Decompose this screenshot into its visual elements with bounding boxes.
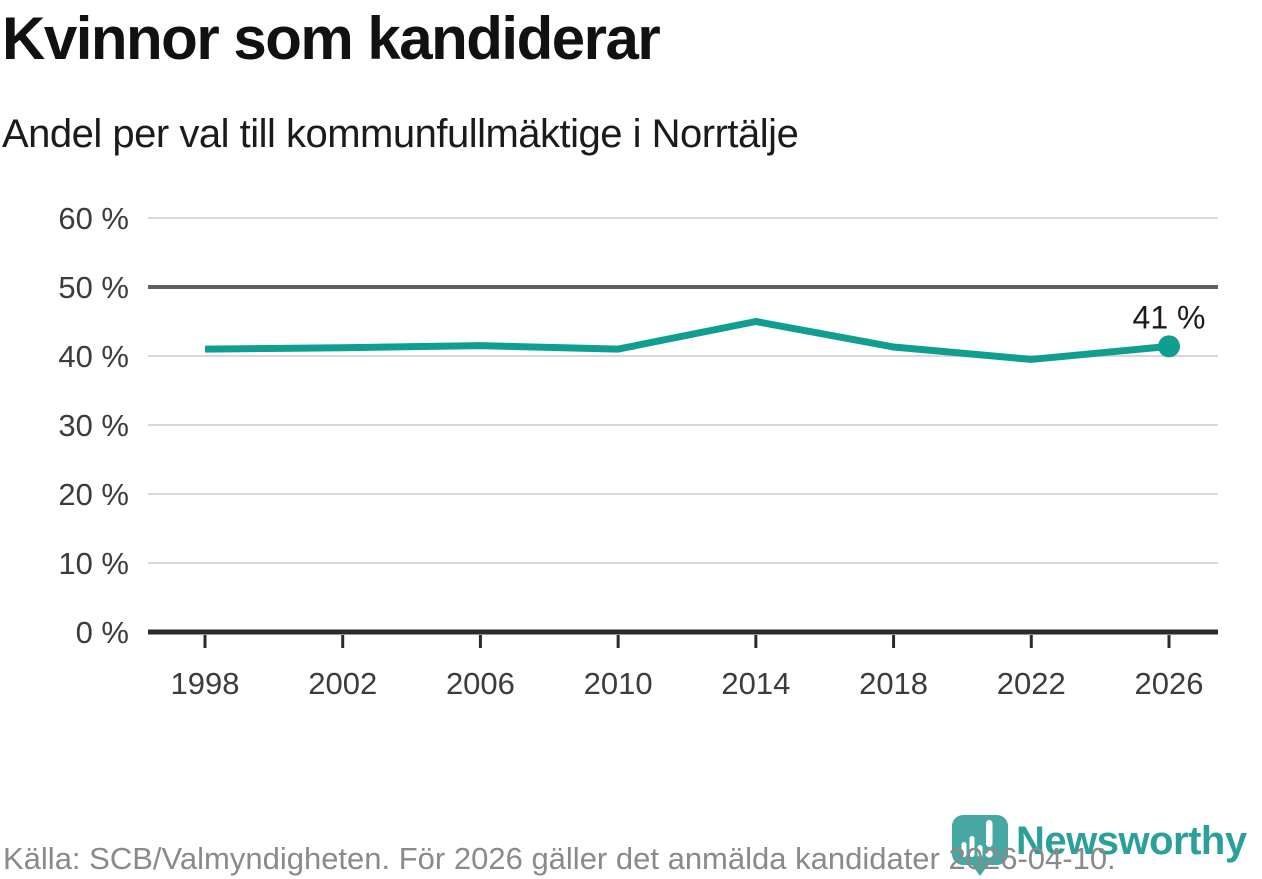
data-line [204, 318, 1170, 363]
x-tick-label: 2002 [308, 666, 377, 701]
x-tick-label: 2018 [859, 666, 928, 701]
x-tick-label: 1998 [171, 666, 240, 701]
y-tick-label: 60 % [58, 201, 129, 236]
x-tick-label: 2014 [721, 666, 790, 701]
bar-small-icon [961, 842, 967, 857]
x-tick-label: 2026 [1135, 666, 1204, 701]
chart-title: Kvinnor som kandiderar [2, 5, 661, 72]
line-chart-canvas: 0 % 10 % 20 % 30 % 40 % 50 % 60 % 1998 2002 2006 2… [58, 201, 1218, 701]
x-tick-label: 2022 [997, 666, 1066, 701]
y-tick-label: 10 % [58, 546, 129, 581]
y-tick-label: 40 % [58, 339, 129, 374]
exclamation-bar-icon [986, 820, 993, 847]
source-line: Källa: SCB/Valmyndigheten. För 2026 gäll… [3, 841, 1262, 877]
y-tick-label: 20 % [58, 477, 129, 512]
end-value-label: 41 % [1133, 299, 1206, 335]
chart-subtitle: Andel per val till kommunfullmäktige i N… [2, 112, 799, 156]
x-tick-label: 2010 [584, 666, 653, 701]
end-point-marker [1157, 335, 1180, 358]
newsworthy-logo[interactable]: Newsworthy [950, 813, 1262, 879]
newsworthy-pin-icon [952, 815, 1008, 876]
newsworthy-wordmark: Newsworthy [1016, 819, 1247, 863]
line-chart: 0 % 10 % 20 % 30 % 40 % 50 % 60 % 1998 2002 2006 2… [0, 190, 1262, 720]
y-tick-label: 0 % [76, 615, 129, 650]
source-text: Källa: SCB/Valmyndigheten. För 2026 gäll… [3, 841, 1116, 876]
bar-medium-icon [977, 845, 983, 857]
bar-tall-icon [969, 836, 975, 857]
x-tick-label: 2006 [446, 666, 515, 701]
y-tick-label: 50 % [58, 270, 129, 305]
exclamation-dot-icon [985, 850, 993, 858]
y-tick-label: 30 % [58, 408, 129, 443]
